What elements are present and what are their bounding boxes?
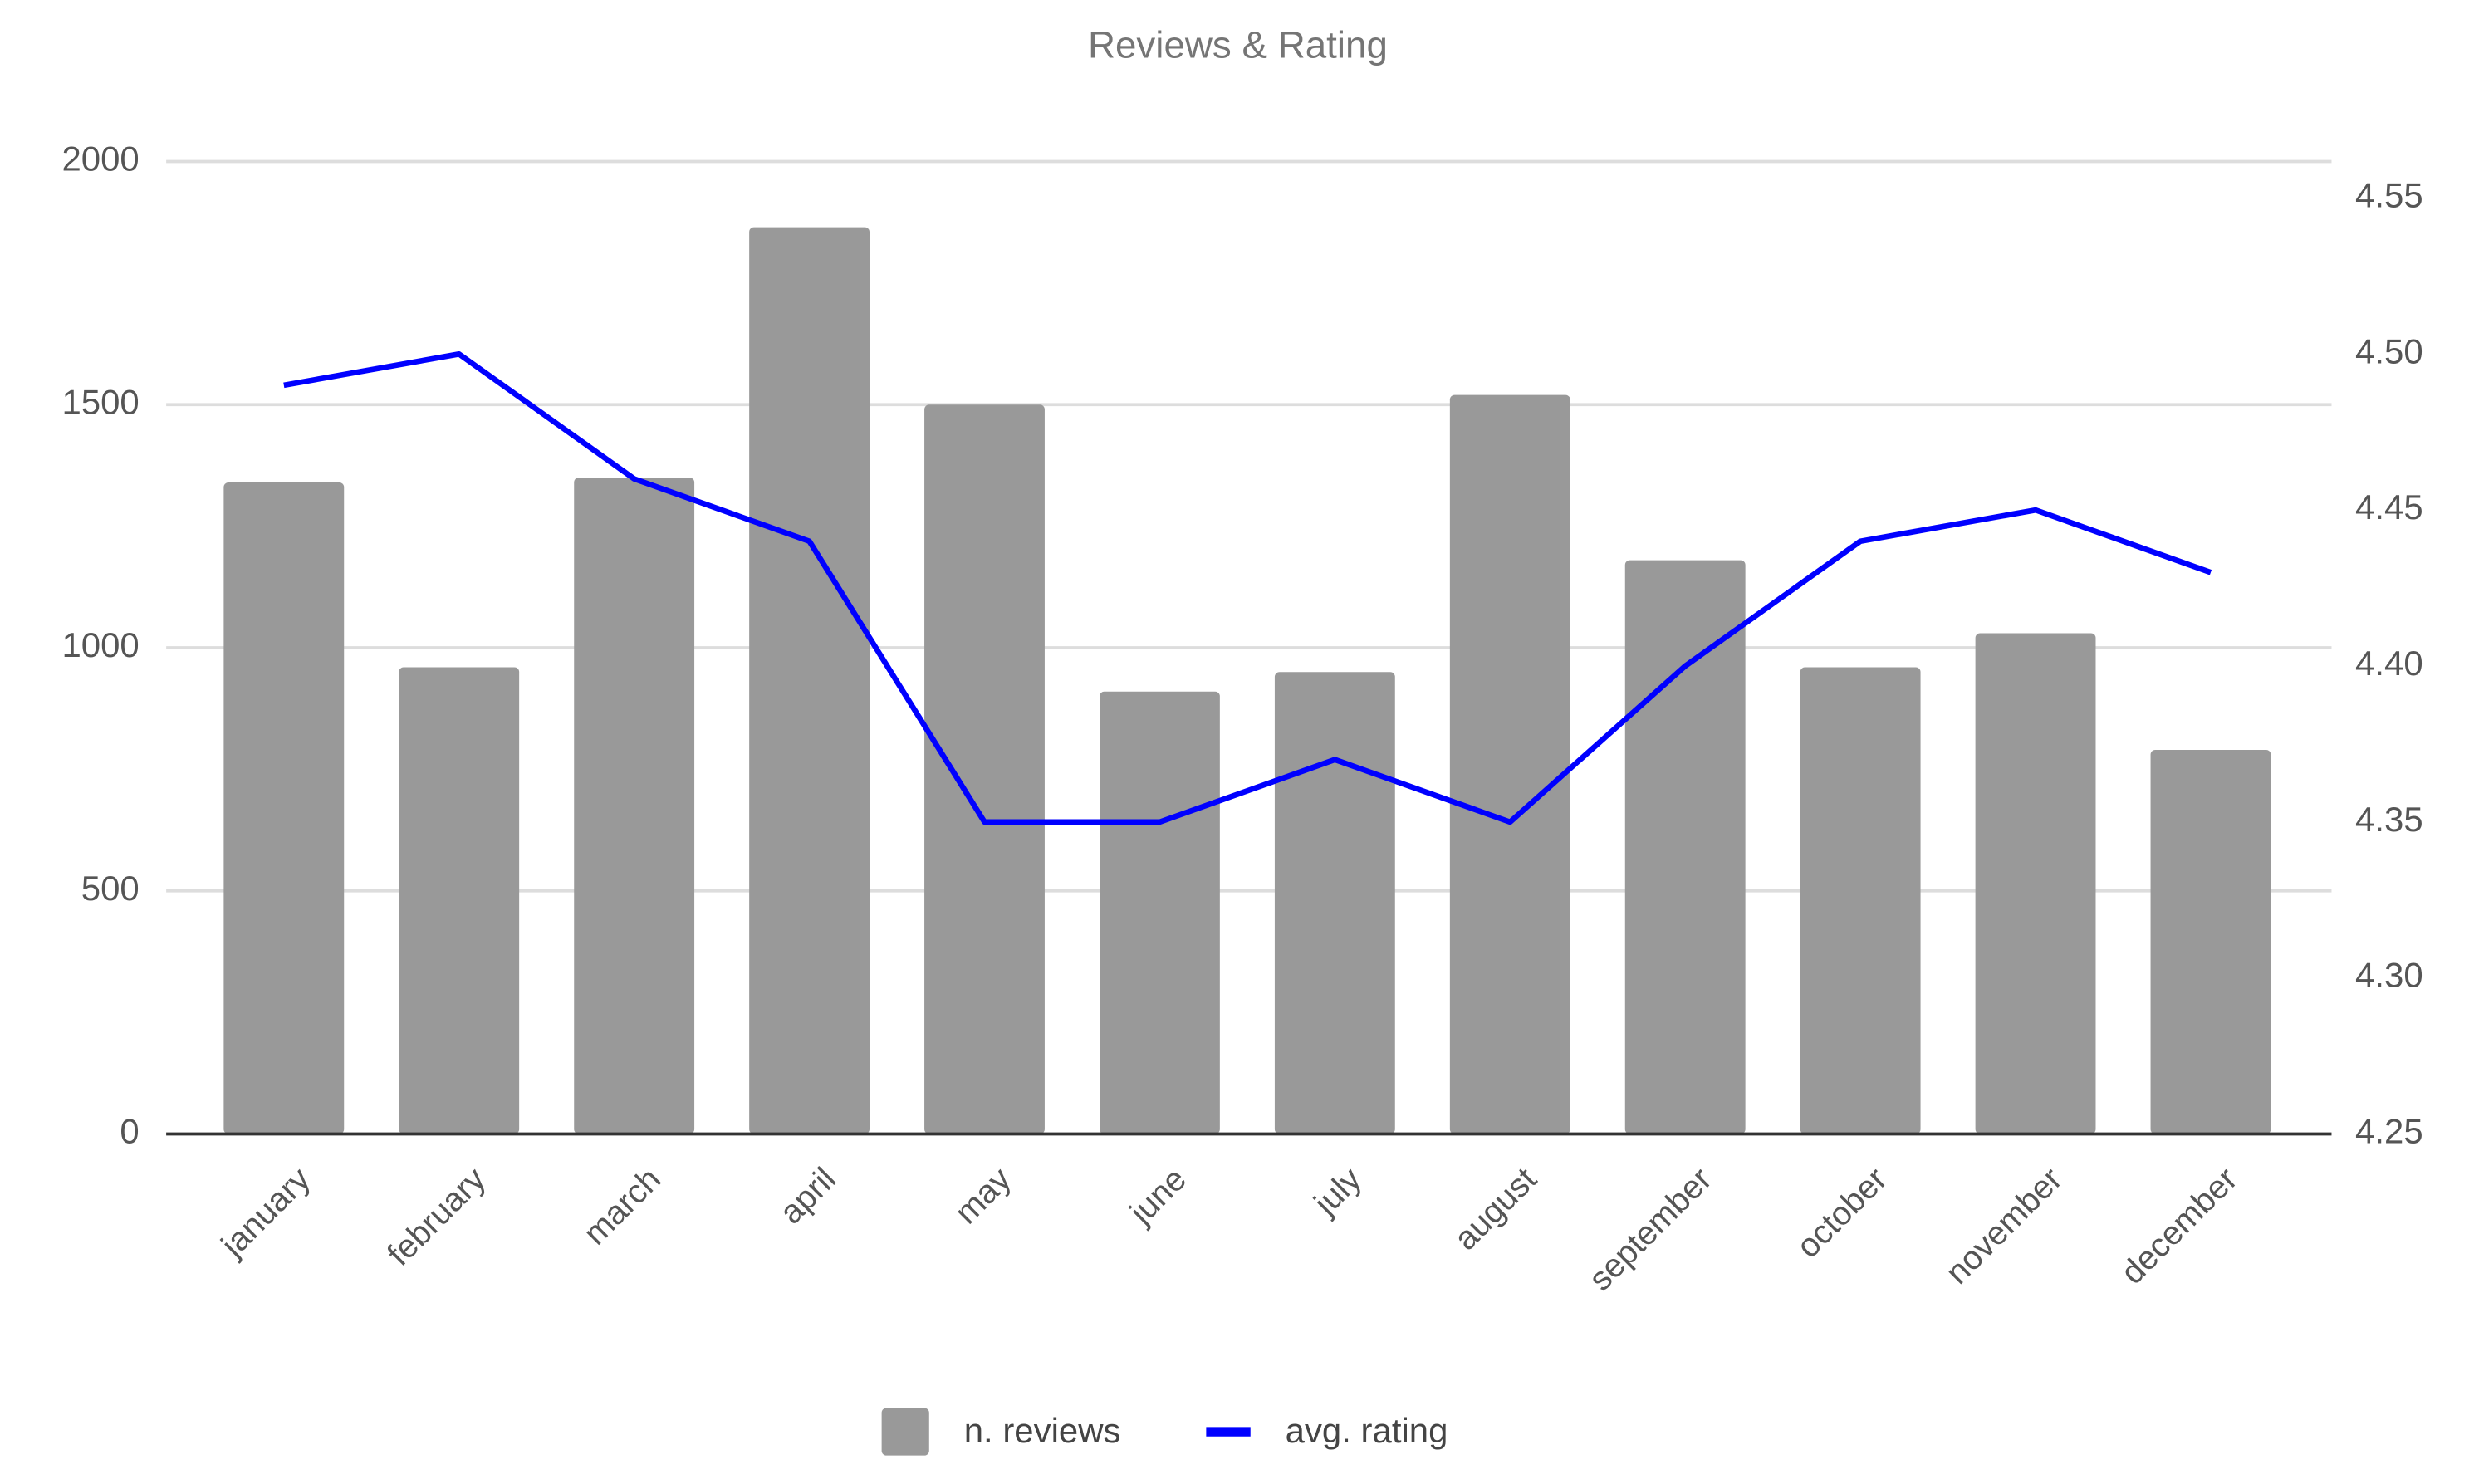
y2-tick-label: 4.50 (2355, 331, 2423, 370)
legend-swatch (881, 1408, 929, 1456)
x-tick-label: november (1939, 1161, 2070, 1291)
x-tick-label: january (214, 1161, 318, 1265)
y2-tick-label: 4.40 (2355, 644, 2423, 683)
y-tick-label: 2000 (61, 140, 139, 179)
bar (1624, 560, 1746, 1134)
x-tick-label: october (1790, 1161, 1893, 1266)
x-tick-label: february (380, 1161, 492, 1273)
bar (223, 482, 345, 1134)
y-tick-label: 0 (120, 1112, 139, 1151)
x-tick-label: december (2114, 1161, 2245, 1291)
x-tick-label: june (1123, 1161, 1193, 1232)
y-tick-label: 1500 (61, 382, 139, 421)
y2-tick-label: 4.25 (2355, 1112, 2423, 1151)
y-tick-label: 500 (81, 869, 140, 908)
bar (1975, 633, 2096, 1134)
x-tick-label: march (576, 1161, 668, 1252)
chart-title: Reviews & Rating (1088, 23, 1388, 66)
bar (1449, 394, 1570, 1134)
y2-tick-label: 4.55 (2355, 176, 2423, 215)
bar (1274, 672, 1395, 1134)
x-tick-label: august (1448, 1161, 1544, 1257)
legend-label: avg. rating (1286, 1411, 1448, 1450)
bar (1100, 691, 1220, 1134)
x-tick-label: april (773, 1161, 844, 1232)
x-tick-label: september (1582, 1161, 1719, 1298)
bar (399, 667, 520, 1134)
legend-label: n. reviews (964, 1411, 1121, 1450)
x-tick-label: may (948, 1161, 1018, 1232)
y-tick-label: 1000 (61, 625, 139, 664)
bar (749, 227, 870, 1134)
bar (574, 478, 695, 1134)
x-tick-label: july (1307, 1161, 1369, 1222)
y2-tick-label: 4.35 (2355, 800, 2423, 839)
bar (924, 404, 1045, 1134)
y2-tick-label: 4.30 (2355, 956, 2423, 995)
bar (1800, 667, 1921, 1134)
bar (2150, 749, 2271, 1134)
line (283, 350, 2212, 825)
y2-tick-label: 4.45 (2355, 487, 2423, 527)
